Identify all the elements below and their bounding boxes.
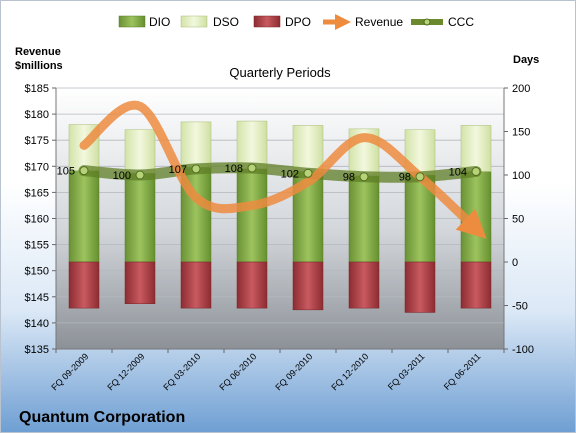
y-right-tick-label: 150: [512, 127, 530, 139]
ccc-data-label: 107: [169, 164, 187, 176]
bar-dso: [180, 121, 212, 168]
y-left-tick-label: $140: [25, 318, 49, 330]
ccc-data-label: 102: [281, 168, 299, 180]
legend-marker-ccc: [423, 18, 431, 26]
bar-dio: [348, 175, 380, 263]
x-tick-label: FQ 06-2010: [217, 351, 258, 392]
legend-swatch-dpo: [253, 15, 281, 28]
legend-label-dso: DSO: [213, 15, 239, 29]
bar-dpo: [68, 261, 100, 309]
bar-dso: [292, 125, 324, 172]
y-right-tick-label: 100: [512, 170, 530, 182]
ccc-data-label: 108: [225, 163, 243, 175]
ccc-marker: [415, 172, 425, 182]
bar-dpo: [292, 261, 324, 311]
y-left-label-line1: Revenue: [15, 46, 61, 58]
ccc-marker: [303, 168, 313, 178]
y-right-tick-label: -100: [512, 344, 534, 356]
y-left-tick-label: $175: [25, 135, 49, 147]
ccc-marker: [135, 170, 145, 180]
bar-dpo: [348, 261, 380, 309]
legend-label-dpo: DPO: [285, 15, 311, 29]
chart-title: Quarterly Periods: [229, 65, 331, 80]
x-tick-label: FQ 09-2009: [49, 351, 90, 392]
ccc-marker: [79, 166, 89, 176]
ccc-marker: [247, 163, 257, 173]
y-left-tick-label: $165: [25, 187, 49, 199]
x-tick-label: FQ 12-2010: [329, 351, 370, 392]
y-left-tick-label: $160: [25, 214, 49, 226]
legend: DIO DSO DPO Revenue CCC: [118, 13, 474, 31]
ccc-marker: [471, 167, 481, 177]
line-series: 105 100 107 108 102 98 98 104: [57, 100, 487, 239]
bar-dso: [236, 120, 268, 170]
x-tick-label: FQ 03-2011: [386, 351, 427, 392]
x-tick-label: FQ 06-2011: [442, 351, 483, 392]
y-left-tick-label: $145: [25, 292, 49, 304]
ccc-data-label: 98: [399, 172, 411, 184]
legend-label-revenue: Revenue: [355, 15, 403, 29]
bar-dpo: [124, 261, 156, 305]
y-left-tick-label: $135: [25, 344, 49, 356]
bar-dso: [124, 129, 156, 174]
y-right-tick-label: 0: [512, 257, 518, 269]
revenue-line: [79, 100, 487, 239]
ccc-marker: [191, 164, 201, 174]
ccc-data-label: 98: [343, 172, 355, 184]
bar-dpo: [236, 261, 268, 309]
bar-dpo: [460, 261, 492, 309]
y-left-tick-label: $170: [25, 161, 49, 173]
bar-dio: [124, 173, 156, 263]
ccc-data-label: 105: [57, 166, 75, 178]
y-right-tick-label: 50: [512, 214, 524, 226]
y-left-tick-label: $150: [25, 266, 49, 278]
y-right-tick-label: -50: [512, 301, 528, 313]
y-left-tick-label: $185: [25, 83, 49, 95]
y-left-tick-label: $180: [25, 109, 49, 121]
ccc-data-label: 104: [449, 167, 467, 179]
y-left-label-line2: $millions: [15, 60, 63, 72]
x-tick-label: FQ 09-2010: [273, 351, 314, 392]
y-right-tick-label: 200: [512, 83, 530, 95]
bar-dpo: [404, 261, 436, 313]
legend-swatch-dio: [118, 15, 146, 28]
x-tick-label: FQ 12-2009: [105, 351, 146, 392]
y-left-tick-label: $155: [25, 240, 49, 252]
legend-label-ccc: CCC: [448, 15, 474, 29]
bar-dio: [68, 170, 100, 263]
x-tick-label: FQ 03-2010: [161, 351, 202, 392]
legend-label-dio: DIO: [149, 15, 170, 29]
bar-dio: [236, 168, 268, 263]
legend-swatch-dso: [180, 15, 208, 28]
company-name: Quantum Corporation: [19, 409, 185, 426]
ccc-data-label: 100: [113, 170, 131, 182]
bar-dso: [460, 125, 492, 172]
ccc-marker: [359, 172, 369, 182]
y-right-label: Days: [513, 54, 539, 66]
bar-dpo: [180, 261, 212, 309]
